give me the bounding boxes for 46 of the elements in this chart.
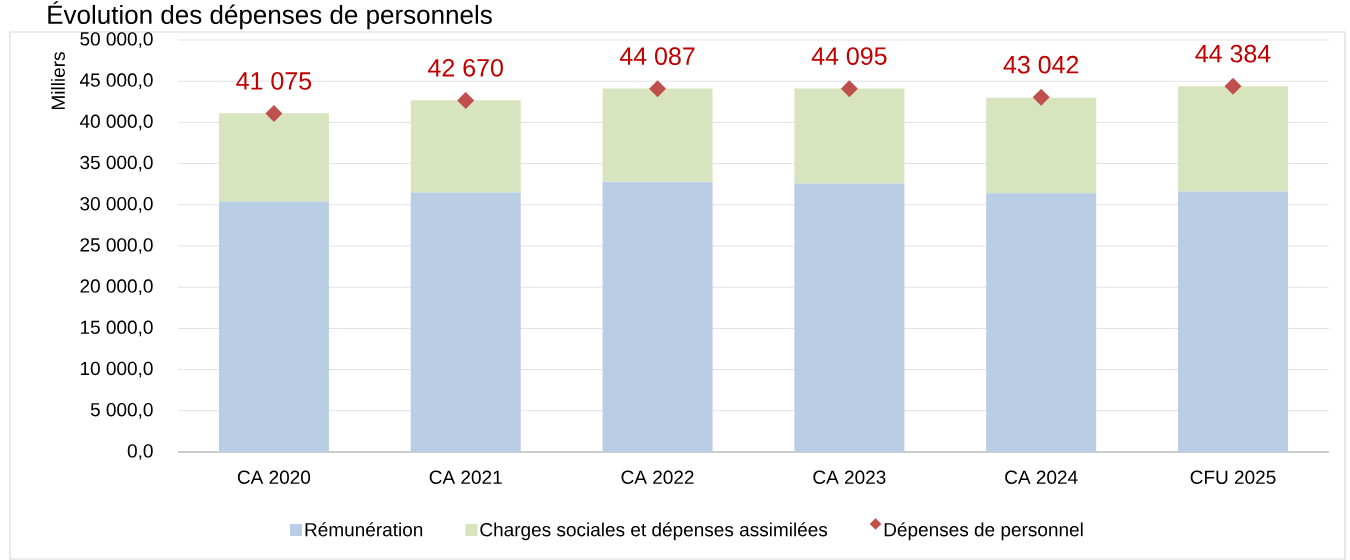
bar	[1178, 86, 1289, 192]
x-tick-label: CA 2023	[813, 470, 886, 484]
y-tick-label: 20 000,0	[80, 279, 153, 296]
y-tick-label: 25 000,0	[80, 238, 153, 254]
y-tick-label: 30 000,0	[80, 196, 153, 213]
y-tick-label: 35 000,0	[80, 155, 153, 172]
data-label: 42 670	[428, 58, 503, 77]
data-label: 44 384	[1195, 44, 1271, 63]
bar	[794, 88, 905, 184]
legend-label: Charges sociales et dépenses assimilées	[480, 522, 828, 541]
bar	[218, 201, 329, 452]
bar	[986, 97, 1097, 194]
bar	[410, 192, 521, 452]
y-tick-label: 10 000,0	[80, 361, 153, 378]
data-label: 41 075	[236, 72, 312, 90]
x-tick-label: CA 2024	[1005, 470, 1078, 484]
bar	[602, 181, 713, 452]
x-tick-label: CA 2022	[621, 470, 694, 484]
y-tick-label: 0,0	[127, 444, 153, 460]
y-tick-label: 45 000,0	[79, 73, 153, 90]
legend-label: Rémunération	[305, 522, 423, 537]
x-tick-label: CA 2021	[429, 470, 502, 484]
point	[265, 105, 282, 122]
y-tick-label: 50 000,0	[80, 32, 153, 48]
point	[649, 80, 666, 97]
point	[457, 92, 474, 109]
legend-label: Dépenses de personnel	[884, 522, 1083, 541]
chart-title: Évolution des dépenses de personnels	[48, 1, 492, 30]
y-axis-title: Milliers	[50, 52, 65, 109]
bar	[986, 193, 1097, 452]
bar	[410, 100, 521, 193]
x-tick-label: CA 2020	[237, 470, 311, 484]
y-tick-label: 40 000,0	[79, 114, 153, 131]
x-tick-label: CFU 2025	[1190, 470, 1276, 484]
data-label: 44 087	[619, 47, 695, 65]
data-label: 43 042	[1003, 55, 1079, 74]
point	[1224, 78, 1242, 95]
data-label: 44 095	[811, 47, 887, 65]
point	[841, 80, 858, 97]
y-tick-label: 5 000,0	[90, 402, 153, 419]
y-tick-label: 15 000,0	[80, 320, 153, 337]
point	[1033, 89, 1050, 106]
bar	[218, 113, 329, 202]
bar	[794, 183, 905, 452]
bar	[1178, 191, 1289, 452]
bar	[602, 88, 713, 182]
